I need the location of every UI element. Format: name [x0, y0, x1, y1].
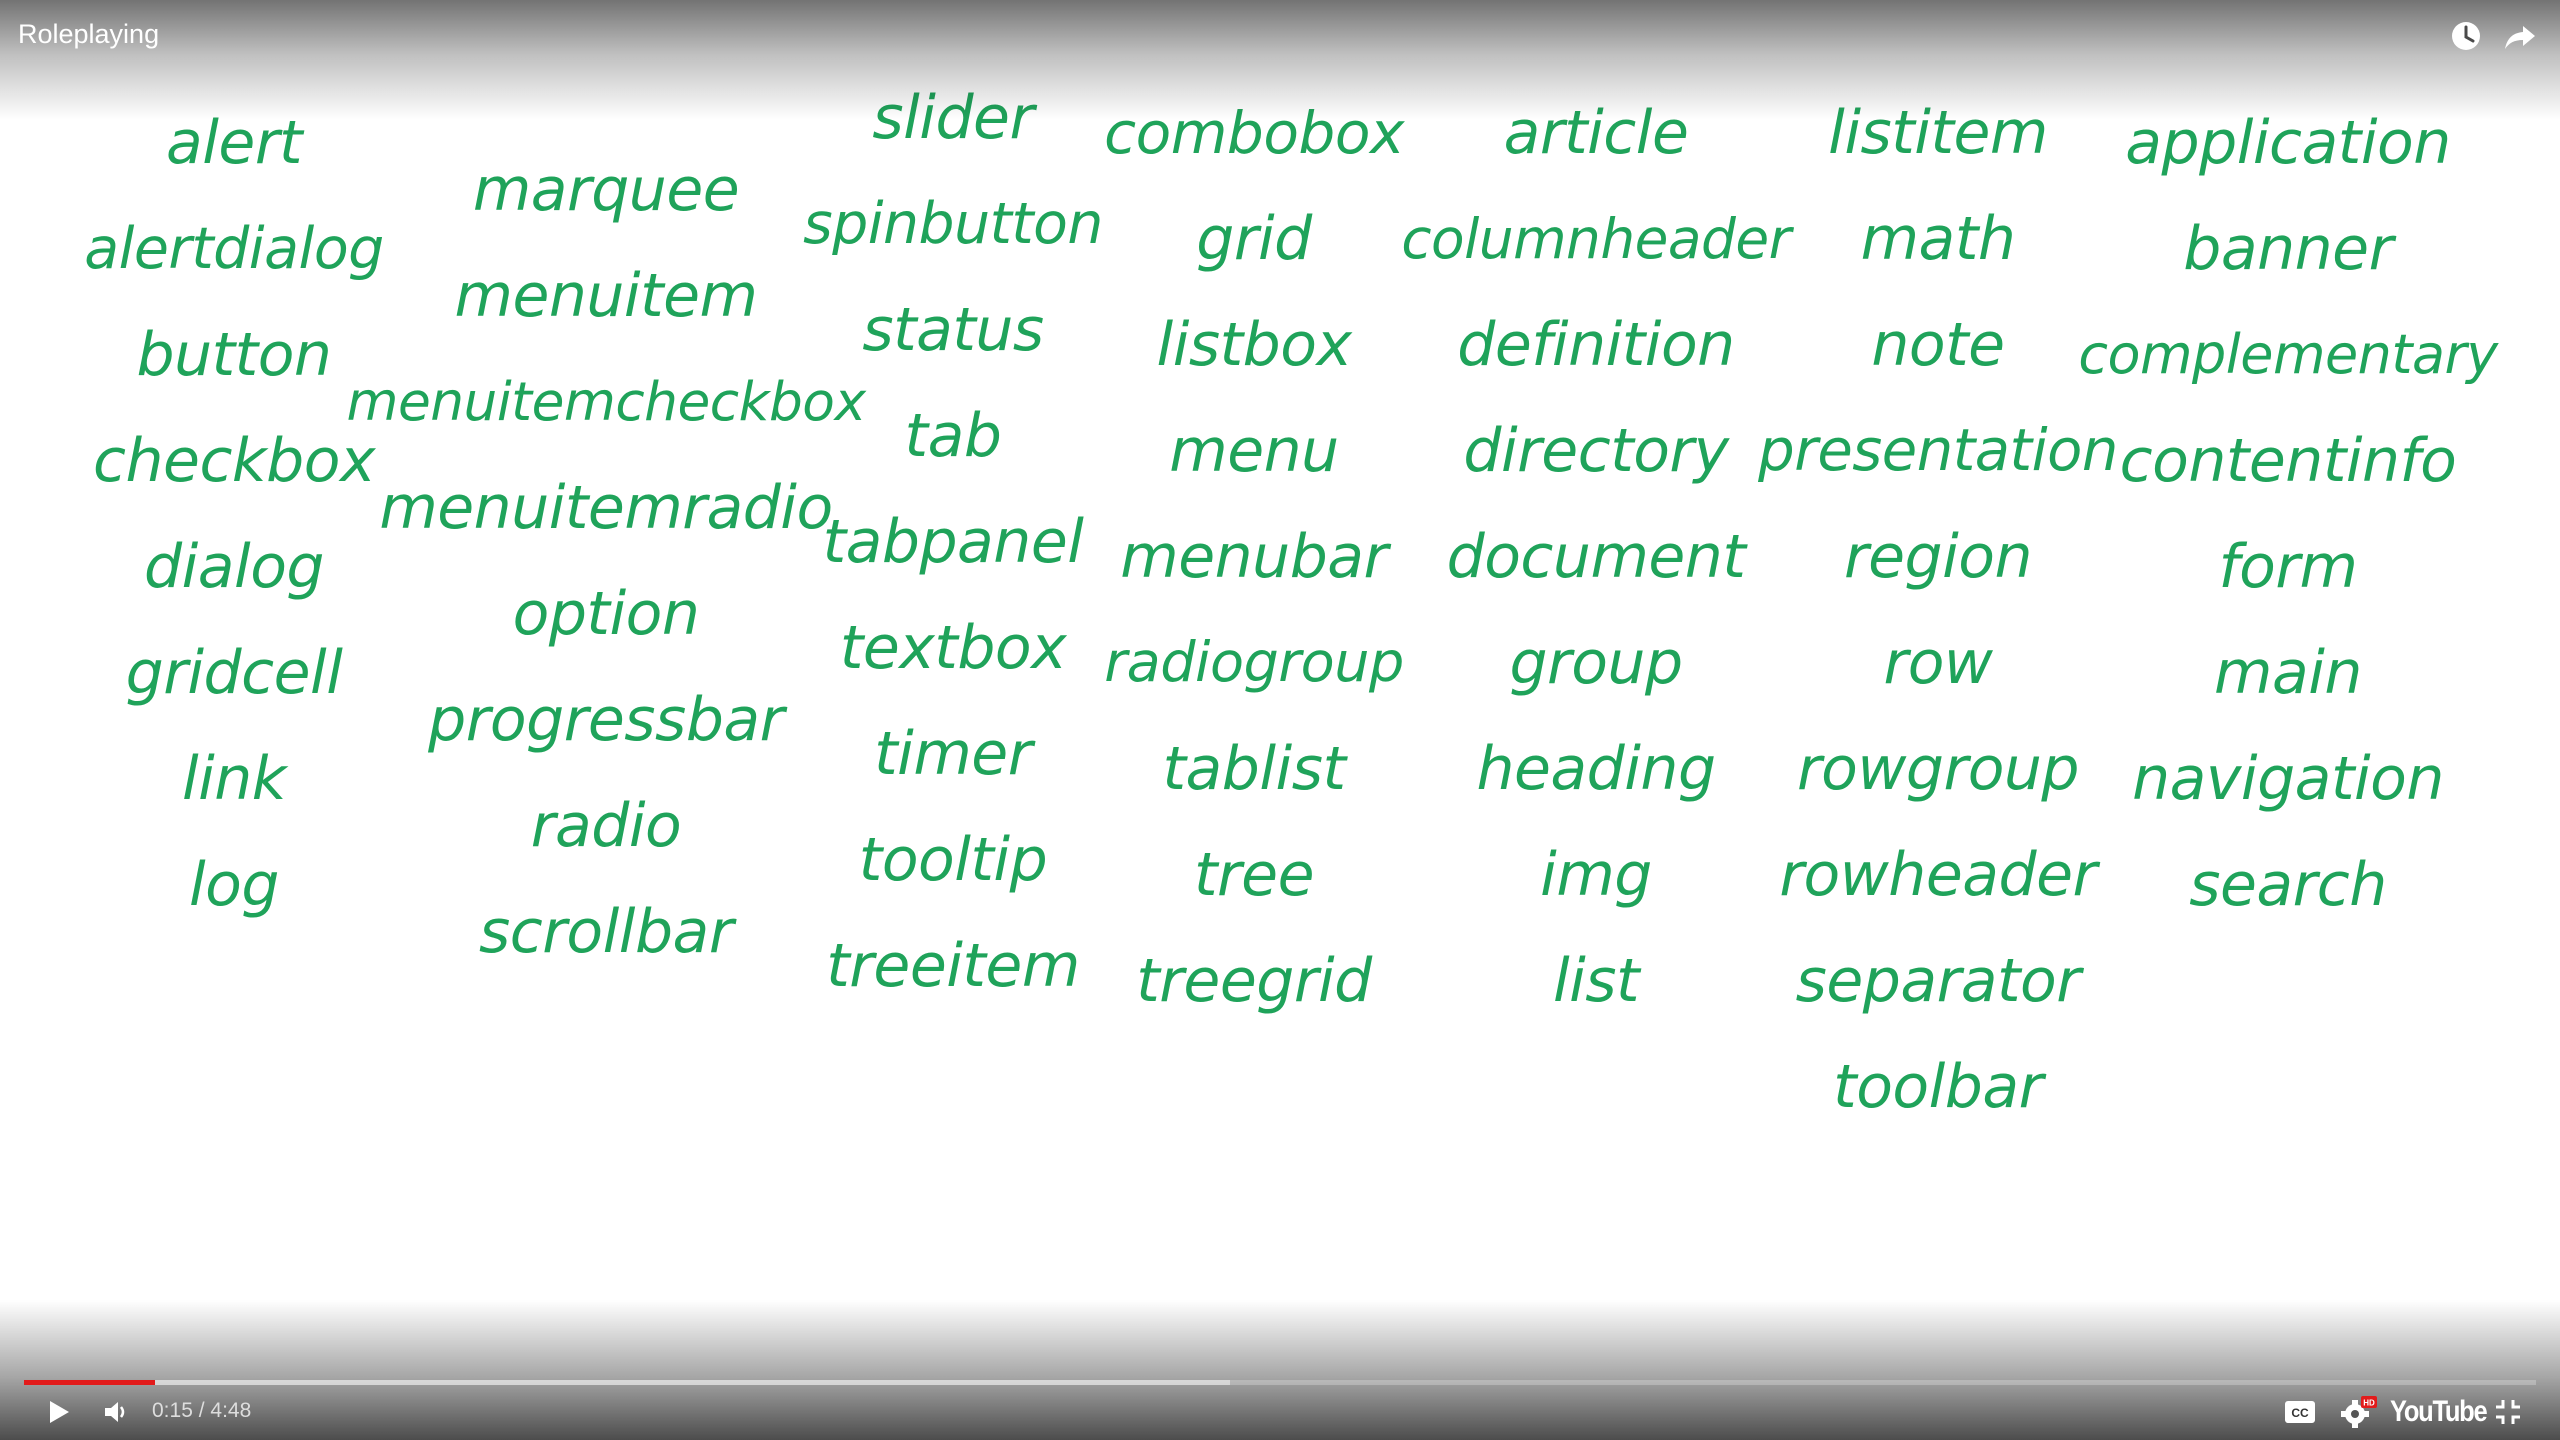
role-word: spinbutton — [803, 191, 1103, 257]
role-word: button — [136, 320, 332, 390]
role-word: note — [1871, 310, 2005, 380]
time-display: 0:15 / 4:48 — [152, 1396, 251, 1426]
role-word: toolbar — [1833, 1052, 2043, 1122]
bottom-overlay — [0, 1300, 2560, 1440]
time-total: 4:48 — [210, 1399, 252, 1422]
top-overlay — [0, 0, 2560, 120]
role-word: form — [2218, 532, 2358, 602]
role-word: tab — [904, 401, 1002, 471]
role-word: list — [1552, 946, 1640, 1016]
role-word: presentation — [1758, 417, 2118, 484]
role-word: log — [189, 850, 279, 920]
video-frame[interactable]: alert alertdialog button checkbox dialog grid… — [0, 0, 2560, 1300]
role-word: treegrid — [1136, 946, 1372, 1016]
role-word: tabpanel — [822, 507, 1084, 577]
exit-fullscreen-icon — [2496, 1400, 2520, 1424]
play-button[interactable] — [36, 1390, 80, 1434]
youtube-logo[interactable]: YouTube — [2390, 1395, 2488, 1428]
share-icon[interactable] — [2500, 16, 2540, 56]
role-word: complementary — [2078, 323, 2498, 386]
role-word: menuitem — [454, 261, 758, 331]
role-word: menuitemcheckbox — [346, 370, 866, 433]
role-word: textbox — [839, 613, 1067, 683]
role-word: marquee — [472, 155, 740, 225]
role-word: directory — [1463, 416, 1729, 486]
role-word: treeitem — [826, 931, 1080, 1001]
gear-icon: HD — [2341, 1396, 2377, 1428]
role-word: tree — [1193, 840, 1315, 910]
progress-buffered — [24, 1380, 1230, 1385]
role-word: gridcell — [125, 638, 343, 708]
role-word: group — [1509, 628, 1683, 698]
mute-button[interactable] — [94, 1390, 138, 1434]
role-word: status — [862, 295, 1044, 365]
role-word: rowheader — [1779, 840, 2097, 910]
role-word: menu — [1169, 416, 1339, 486]
role-word: definition — [1457, 310, 1735, 380]
role-word: banner — [2183, 214, 2393, 284]
progress-played — [24, 1380, 155, 1385]
role-word: menubar — [1120, 522, 1388, 592]
role-word: timer — [874, 719, 1032, 789]
role-word: alertdialog — [84, 216, 384, 282]
settings-button[interactable]: HD — [2334, 1390, 2384, 1434]
role-word: navigation — [2132, 744, 2444, 814]
video-title[interactable]: Roleplaying — [18, 19, 160, 49]
exit-fullscreen-button[interactable] — [2486, 1390, 2530, 1434]
role-word: document — [1446, 522, 1746, 592]
role-word: dialog — [144, 532, 325, 602]
role-word: radio — [530, 791, 682, 861]
role-word: img — [1540, 840, 1652, 910]
role-word: tooltip — [858, 825, 1048, 895]
role-word: row — [1883, 628, 1993, 698]
captions-button[interactable]: CC — [2278, 1390, 2322, 1434]
role-word: search — [2189, 850, 2387, 920]
role-word: progressbar — [428, 685, 784, 755]
progress-bar[interactable] — [24, 1380, 2536, 1385]
role-word: radiogroup — [1104, 630, 1404, 695]
hd-badge: HD — [2363, 1399, 2375, 1408]
role-word: grid — [1196, 204, 1312, 274]
role-word: listbox — [1156, 310, 1352, 380]
captions-icon: CC — [2285, 1401, 2315, 1423]
role-word: scrollbar — [479, 897, 734, 967]
role-word: columnheader — [1401, 207, 1791, 271]
svg-text:CC: CC — [2291, 1406, 2309, 1420]
role-word: heading — [1476, 734, 1716, 804]
role-word: menuitemradio — [379, 473, 833, 543]
volume-icon — [105, 1402, 125, 1422]
role-word: checkbox — [93, 426, 375, 496]
time-current: 0:15 — [152, 1399, 193, 1422]
role-word: math — [1860, 204, 2016, 274]
clock-icon[interactable] — [2446, 16, 2486, 56]
role-word: region — [1843, 522, 2033, 592]
role-word: main — [2214, 638, 2362, 708]
role-word: separator — [1795, 946, 2081, 1016]
role-word: option — [512, 579, 700, 649]
role-word: link — [181, 744, 287, 814]
play-icon — [50, 1401, 69, 1423]
time-separator: / — [192, 1399, 211, 1422]
role-word: contentinfo — [2119, 426, 2457, 496]
role-word: rowgroup — [1796, 734, 2080, 804]
role-word: tablist — [1162, 734, 1346, 804]
